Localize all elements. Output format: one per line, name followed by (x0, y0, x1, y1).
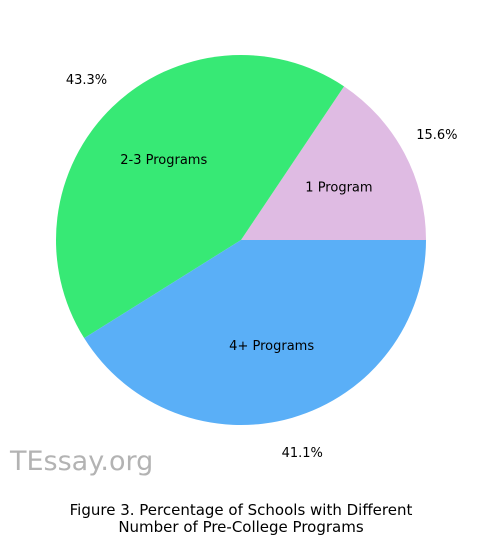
watermark-text: TEssay.org (10, 446, 154, 477)
pie-slice-1 (55, 54, 345, 339)
slice-label-0: 1 Program (305, 180, 372, 195)
slice-label-1: 2-3 Programs (120, 153, 207, 168)
caption-line-1: Figure 3. Percentage of Schools with Dif… (69, 501, 413, 519)
percent-label-2: 41.1% (282, 446, 323, 461)
pie-slice-2 (84, 240, 427, 425)
pie-slice-0 (241, 86, 426, 241)
percent-label-0: 15.6% (416, 128, 457, 143)
caption-line-2: Number of Pre-College Programs (118, 518, 364, 536)
percent-label-1: 43.3% (66, 73, 107, 88)
slice-label-2: 4+ Programs (229, 339, 314, 354)
figure-caption: Figure 3. Percentage of Schools with Dif… (0, 502, 482, 536)
